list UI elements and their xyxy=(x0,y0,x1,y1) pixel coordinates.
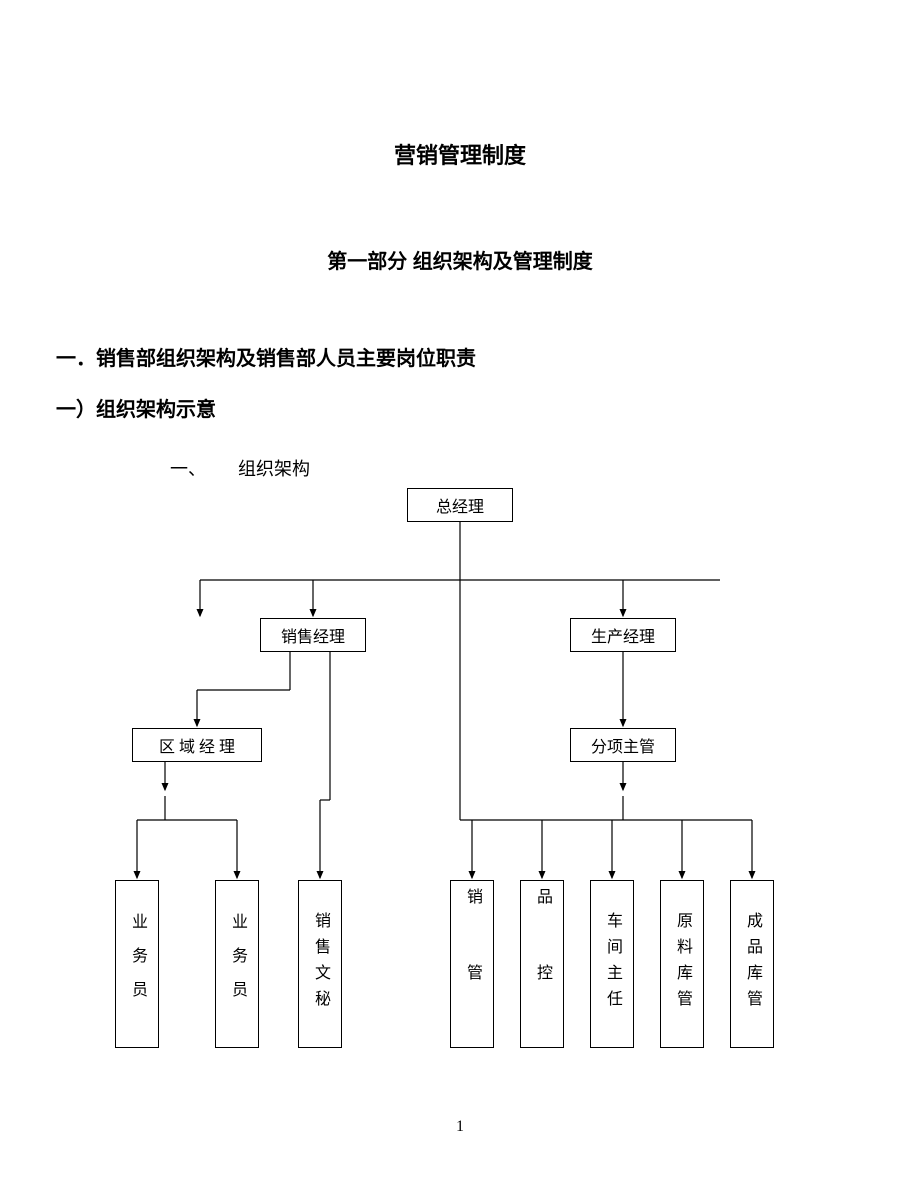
node-sales-manager: 销售经理 xyxy=(260,618,366,652)
heading-sub-one: 一）组织架构示意 xyxy=(56,393,216,422)
node-salesman-1: 业务员 xyxy=(115,880,159,1048)
node-area-manager: 区 域 经 理 xyxy=(132,728,262,762)
node-finished-warehouse: 成品库管 xyxy=(730,880,774,1048)
node-workshop-director: 车间主任 xyxy=(590,880,634,1048)
heading-item-num: 一、 xyxy=(170,455,206,481)
title-section: 第一部分 组织架构及管理制度 xyxy=(0,245,920,274)
node-production-manager: 生产经理 xyxy=(570,618,676,652)
title-main: 营销管理制度 xyxy=(0,138,920,170)
page-number: 1 xyxy=(0,1118,920,1136)
org-chart: 总经理 销售经理 生产经理 区 域 经 理 分项主管 业务员 业务员 销售文秘 … xyxy=(0,480,920,1110)
node-gm: 总经理 xyxy=(407,488,513,522)
node-raw-warehouse: 原料库管 xyxy=(660,880,704,1048)
heading-one: 一．销售部组织架构及销售部人员主要岗位职责 xyxy=(56,342,476,371)
node-sales-secretary: 销售文秘 xyxy=(298,880,342,1048)
node-sub-supervisor: 分项主管 xyxy=(570,728,676,762)
node-qc: 品控 xyxy=(520,880,564,1048)
node-salesman-2: 业务员 xyxy=(215,880,259,1048)
node-sales-admin: 销管 xyxy=(450,880,494,1048)
heading-item-text: 组织架构 xyxy=(238,455,310,481)
